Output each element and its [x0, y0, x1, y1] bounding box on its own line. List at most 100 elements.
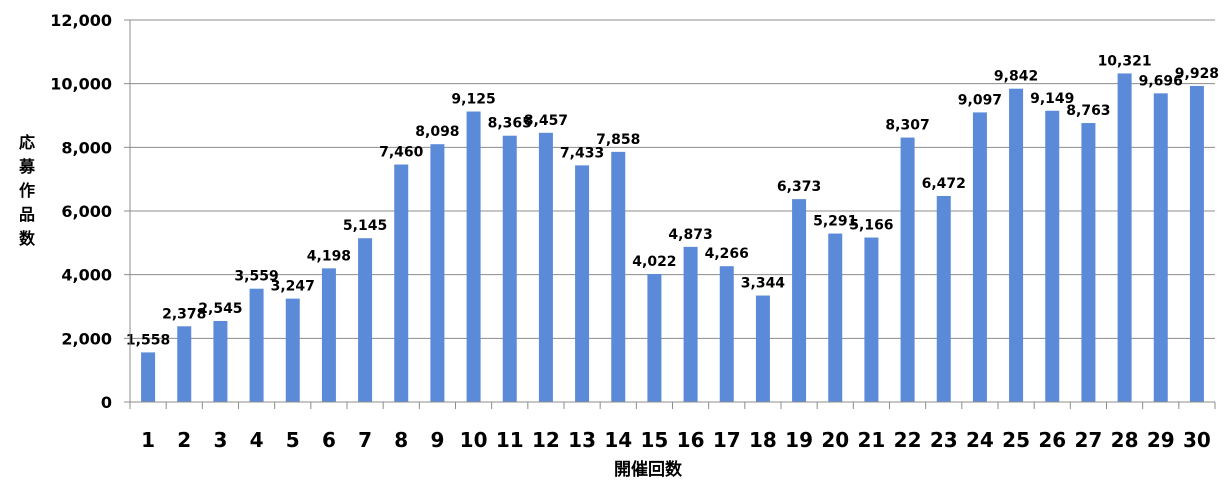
x-tick-label: 9: [430, 428, 444, 452]
x-tick-label: 26: [1038, 428, 1066, 452]
data-label: 7,460: [379, 145, 424, 161]
data-label: 5,145: [343, 218, 387, 234]
x-tick-label: 30: [1183, 428, 1211, 452]
data-label: 2,545: [198, 301, 242, 317]
y-tick-label: 12,000: [50, 11, 112, 30]
y-axis-label-char: 品: [19, 205, 35, 224]
data-label: 6,472: [922, 176, 966, 192]
bar: [792, 199, 807, 402]
data-label: 9,928: [1175, 66, 1219, 82]
data-label: 8,098: [415, 124, 459, 140]
bar: [864, 237, 879, 402]
x-tick-label: 12: [532, 428, 560, 452]
x-tick-label: 16: [677, 428, 705, 452]
x-tick-label: 4: [250, 428, 264, 452]
bar: [719, 266, 734, 402]
bar: [828, 233, 843, 402]
x-tick-label: 29: [1147, 428, 1175, 452]
bar: [141, 352, 156, 402]
y-tick-label: 2,000: [61, 329, 112, 348]
bar: [249, 288, 264, 402]
data-label: 8,763: [1066, 103, 1110, 119]
x-tick-label: 24: [966, 428, 994, 452]
y-tick-label: 10,000: [50, 75, 112, 94]
bar: [285, 298, 300, 402]
bar: [755, 295, 770, 402]
data-label: 5,166: [849, 218, 893, 234]
data-label: 3,344: [741, 276, 786, 292]
data-label: 4,198: [307, 248, 351, 264]
data-label: 10,321: [1098, 53, 1152, 69]
data-label: 1,558: [126, 332, 170, 348]
x-tick-label: 20: [821, 428, 849, 452]
bar: [358, 238, 373, 402]
bar: [321, 268, 336, 402]
data-label: 6,373: [777, 179, 821, 195]
x-tick-label: 17: [713, 428, 741, 452]
bar: [972, 112, 987, 402]
bar: [575, 165, 590, 402]
bar: [1117, 73, 1132, 402]
data-label: 3,559: [234, 269, 278, 285]
data-label: 5,291: [813, 214, 857, 230]
y-tick-label: 6,000: [61, 202, 112, 221]
bar: [936, 195, 951, 402]
bar: [1045, 110, 1060, 402]
bar: [647, 273, 662, 402]
bar: [683, 246, 698, 402]
bar: [1189, 85, 1204, 402]
x-tick-label: 11: [496, 428, 524, 452]
data-label: 3,247: [271, 279, 315, 295]
x-tick-label: 1: [141, 428, 155, 452]
x-tick-label: 10: [460, 428, 488, 452]
y-axis-label-char: 作: [19, 181, 35, 200]
data-label: 8,457: [524, 113, 568, 129]
data-label: 9,149: [1030, 91, 1074, 107]
x-tick-label: 7: [358, 428, 372, 452]
data-label: 7,858: [596, 132, 640, 148]
bar: [900, 137, 915, 403]
bar: [611, 151, 626, 402]
x-axis-label: 開催回数: [614, 459, 683, 480]
x-tick-label: 18: [749, 428, 777, 452]
bar: [1081, 123, 1096, 403]
bar: [430, 144, 445, 402]
x-axis-ticks: 1 2 3 4 5 6 7 8 9 10 11 12 13 14 15 16 17 18 19 20 21 22 23 24 2…: [129, 402, 1216, 452]
data-label: 4,022: [632, 254, 676, 270]
x-tick-label: 8: [394, 428, 408, 452]
data-label: 8,307: [885, 118, 929, 134]
data-label: 4,873: [668, 227, 712, 243]
data-label: 9,842: [994, 69, 1038, 85]
data-label: 8,365: [488, 116, 532, 132]
x-tick-label: 28: [1111, 428, 1139, 452]
x-tick-label: 15: [640, 428, 668, 452]
x-tick-label: 22: [894, 428, 922, 452]
x-tick-label: 27: [1074, 428, 1102, 452]
axes: [129, 20, 1215, 403]
data-label: 9,125: [451, 92, 495, 108]
x-tick-label: 21: [857, 428, 885, 452]
gridlines: [130, 19, 1215, 339]
bar: [538, 132, 553, 402]
y-tick-label: 4,000: [61, 266, 112, 285]
y-axis-label-char: 応: [19, 133, 35, 152]
bar: [1153, 93, 1168, 403]
y-axis-label-char: 募: [18, 157, 36, 176]
y-tick-label: 8,000: [61, 138, 112, 157]
data-label: 9,097: [958, 92, 1002, 108]
bar: [213, 320, 228, 402]
bar: [1009, 88, 1024, 402]
bar: [502, 135, 517, 402]
y-tick-label: 0: [101, 393, 112, 412]
data-label: 9,696: [1139, 73, 1183, 89]
x-tick-label: 13: [568, 428, 596, 452]
x-tick-label: 3: [213, 428, 227, 452]
data-label: 4,266: [705, 246, 749, 262]
x-tick-label: 6: [322, 428, 336, 452]
y-axis-ticks: 0 2,000 4,000 6,000 8,000 10,000 12,000: [50, 11, 130, 412]
bar: [177, 326, 192, 402]
y-axis-label-char: 数: [19, 229, 36, 248]
